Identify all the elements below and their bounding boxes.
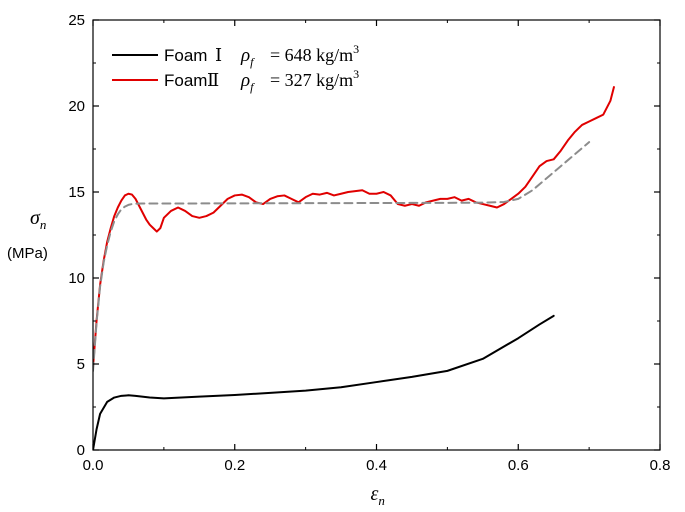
series-line-foam1 xyxy=(93,314,555,450)
legend-rho-foam1: ρf xyxy=(240,45,255,69)
legend-density-value: = 327 kg/m xyxy=(270,70,353,90)
legend-density-superscript: 3 xyxy=(353,42,359,56)
legend-name-foam1: Foam xyxy=(164,46,207,65)
x-tick-label: 0.0 xyxy=(83,457,104,474)
legend-rho-foam2: ρf xyxy=(240,70,255,94)
y-axis-label: σn xyxy=(30,207,46,232)
legend-rho-subscript: f xyxy=(250,80,255,94)
legend-roman-foam1: Ⅰ xyxy=(215,45,222,65)
x-axis-label: εn xyxy=(371,483,385,507)
y-axis-unit: (MPa) xyxy=(7,245,48,262)
x-axis-label-subscript: n xyxy=(378,493,385,507)
y-tick-label: 0 xyxy=(77,442,85,459)
legend-rho-symbol: ρ xyxy=(240,70,250,91)
y-axis-label-subscript: n xyxy=(40,217,47,232)
x-tick-label: 0.6 xyxy=(508,457,529,474)
legend-rho-subscript: f xyxy=(250,55,255,69)
series-line-foam2 xyxy=(93,86,615,369)
legend-density-superscript: 3 xyxy=(353,67,359,81)
legend-density-foam1: = 648 kg/m3 xyxy=(270,42,359,65)
x-tick-label: 0.8 xyxy=(650,457,671,474)
series-layer xyxy=(93,86,615,450)
x-axis-label-symbol: ε xyxy=(371,483,379,505)
axes-layer: 0.0 0.2 0.4 0.6 0.8 0 5 10 15 20 25 xyxy=(68,12,670,474)
legend-roman-foam2: Ⅱ xyxy=(207,70,219,90)
legend-rho-symbol: ρ xyxy=(240,45,250,66)
y-tick-label: 20 xyxy=(68,98,85,115)
x-tick-label: 0.2 xyxy=(224,457,245,474)
y-axis-label-symbol: σ xyxy=(30,207,41,229)
y-tick-label: 5 xyxy=(77,356,85,373)
x-tick-label: 0.4 xyxy=(366,457,387,474)
legend-name-foam2: Foam xyxy=(164,71,207,90)
y-tick-label: 10 xyxy=(68,270,85,287)
series-line-fit xyxy=(93,141,591,372)
y-tick-label: 15 xyxy=(68,184,85,201)
legend-density-value: = 648 kg/m xyxy=(270,45,353,65)
legend-density-foam2: = 327 kg/m3 xyxy=(270,67,359,90)
y-tick-label: 25 xyxy=(68,12,85,29)
